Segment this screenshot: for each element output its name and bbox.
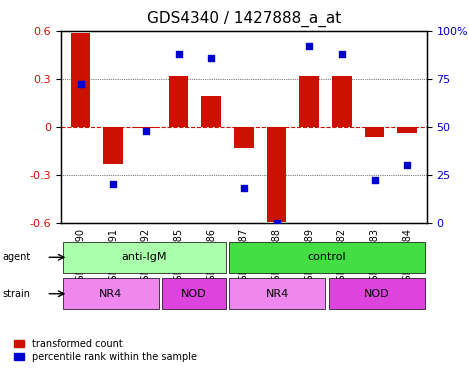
FancyBboxPatch shape bbox=[229, 278, 325, 310]
Bar bbox=[136, 127, 156, 128]
Bar bbox=[332, 76, 352, 127]
FancyBboxPatch shape bbox=[63, 278, 159, 310]
Bar bbox=[104, 127, 123, 164]
Bar bbox=[234, 127, 254, 147]
Point bbox=[273, 220, 280, 226]
Point bbox=[109, 181, 117, 187]
Point bbox=[207, 55, 215, 61]
FancyBboxPatch shape bbox=[329, 278, 425, 310]
Bar bbox=[365, 127, 384, 137]
Text: NOD: NOD bbox=[364, 289, 390, 299]
Legend: transformed count, percentile rank within the sample: transformed count, percentile rank withi… bbox=[14, 339, 197, 362]
Text: strain: strain bbox=[2, 289, 30, 299]
Bar bbox=[267, 127, 287, 222]
FancyBboxPatch shape bbox=[63, 242, 226, 273]
Bar bbox=[201, 96, 221, 127]
Text: control: control bbox=[308, 252, 346, 262]
Point bbox=[240, 185, 248, 191]
FancyBboxPatch shape bbox=[162, 278, 226, 310]
Bar bbox=[71, 33, 91, 127]
Title: GDS4340 / 1427888_a_at: GDS4340 / 1427888_a_at bbox=[147, 10, 341, 26]
Bar bbox=[299, 76, 319, 127]
Point bbox=[175, 51, 182, 57]
FancyBboxPatch shape bbox=[229, 242, 425, 273]
Text: NOD: NOD bbox=[181, 289, 207, 299]
Text: NR4: NR4 bbox=[99, 289, 122, 299]
Text: agent: agent bbox=[2, 252, 30, 262]
Point bbox=[338, 51, 346, 57]
Bar bbox=[169, 76, 189, 127]
Point bbox=[77, 81, 84, 88]
Point bbox=[305, 43, 313, 49]
Point bbox=[371, 177, 378, 184]
Text: NR4: NR4 bbox=[265, 289, 289, 299]
Point bbox=[403, 162, 411, 168]
Text: anti-IgM: anti-IgM bbox=[121, 252, 167, 262]
Bar bbox=[397, 127, 417, 133]
Point bbox=[142, 127, 150, 134]
